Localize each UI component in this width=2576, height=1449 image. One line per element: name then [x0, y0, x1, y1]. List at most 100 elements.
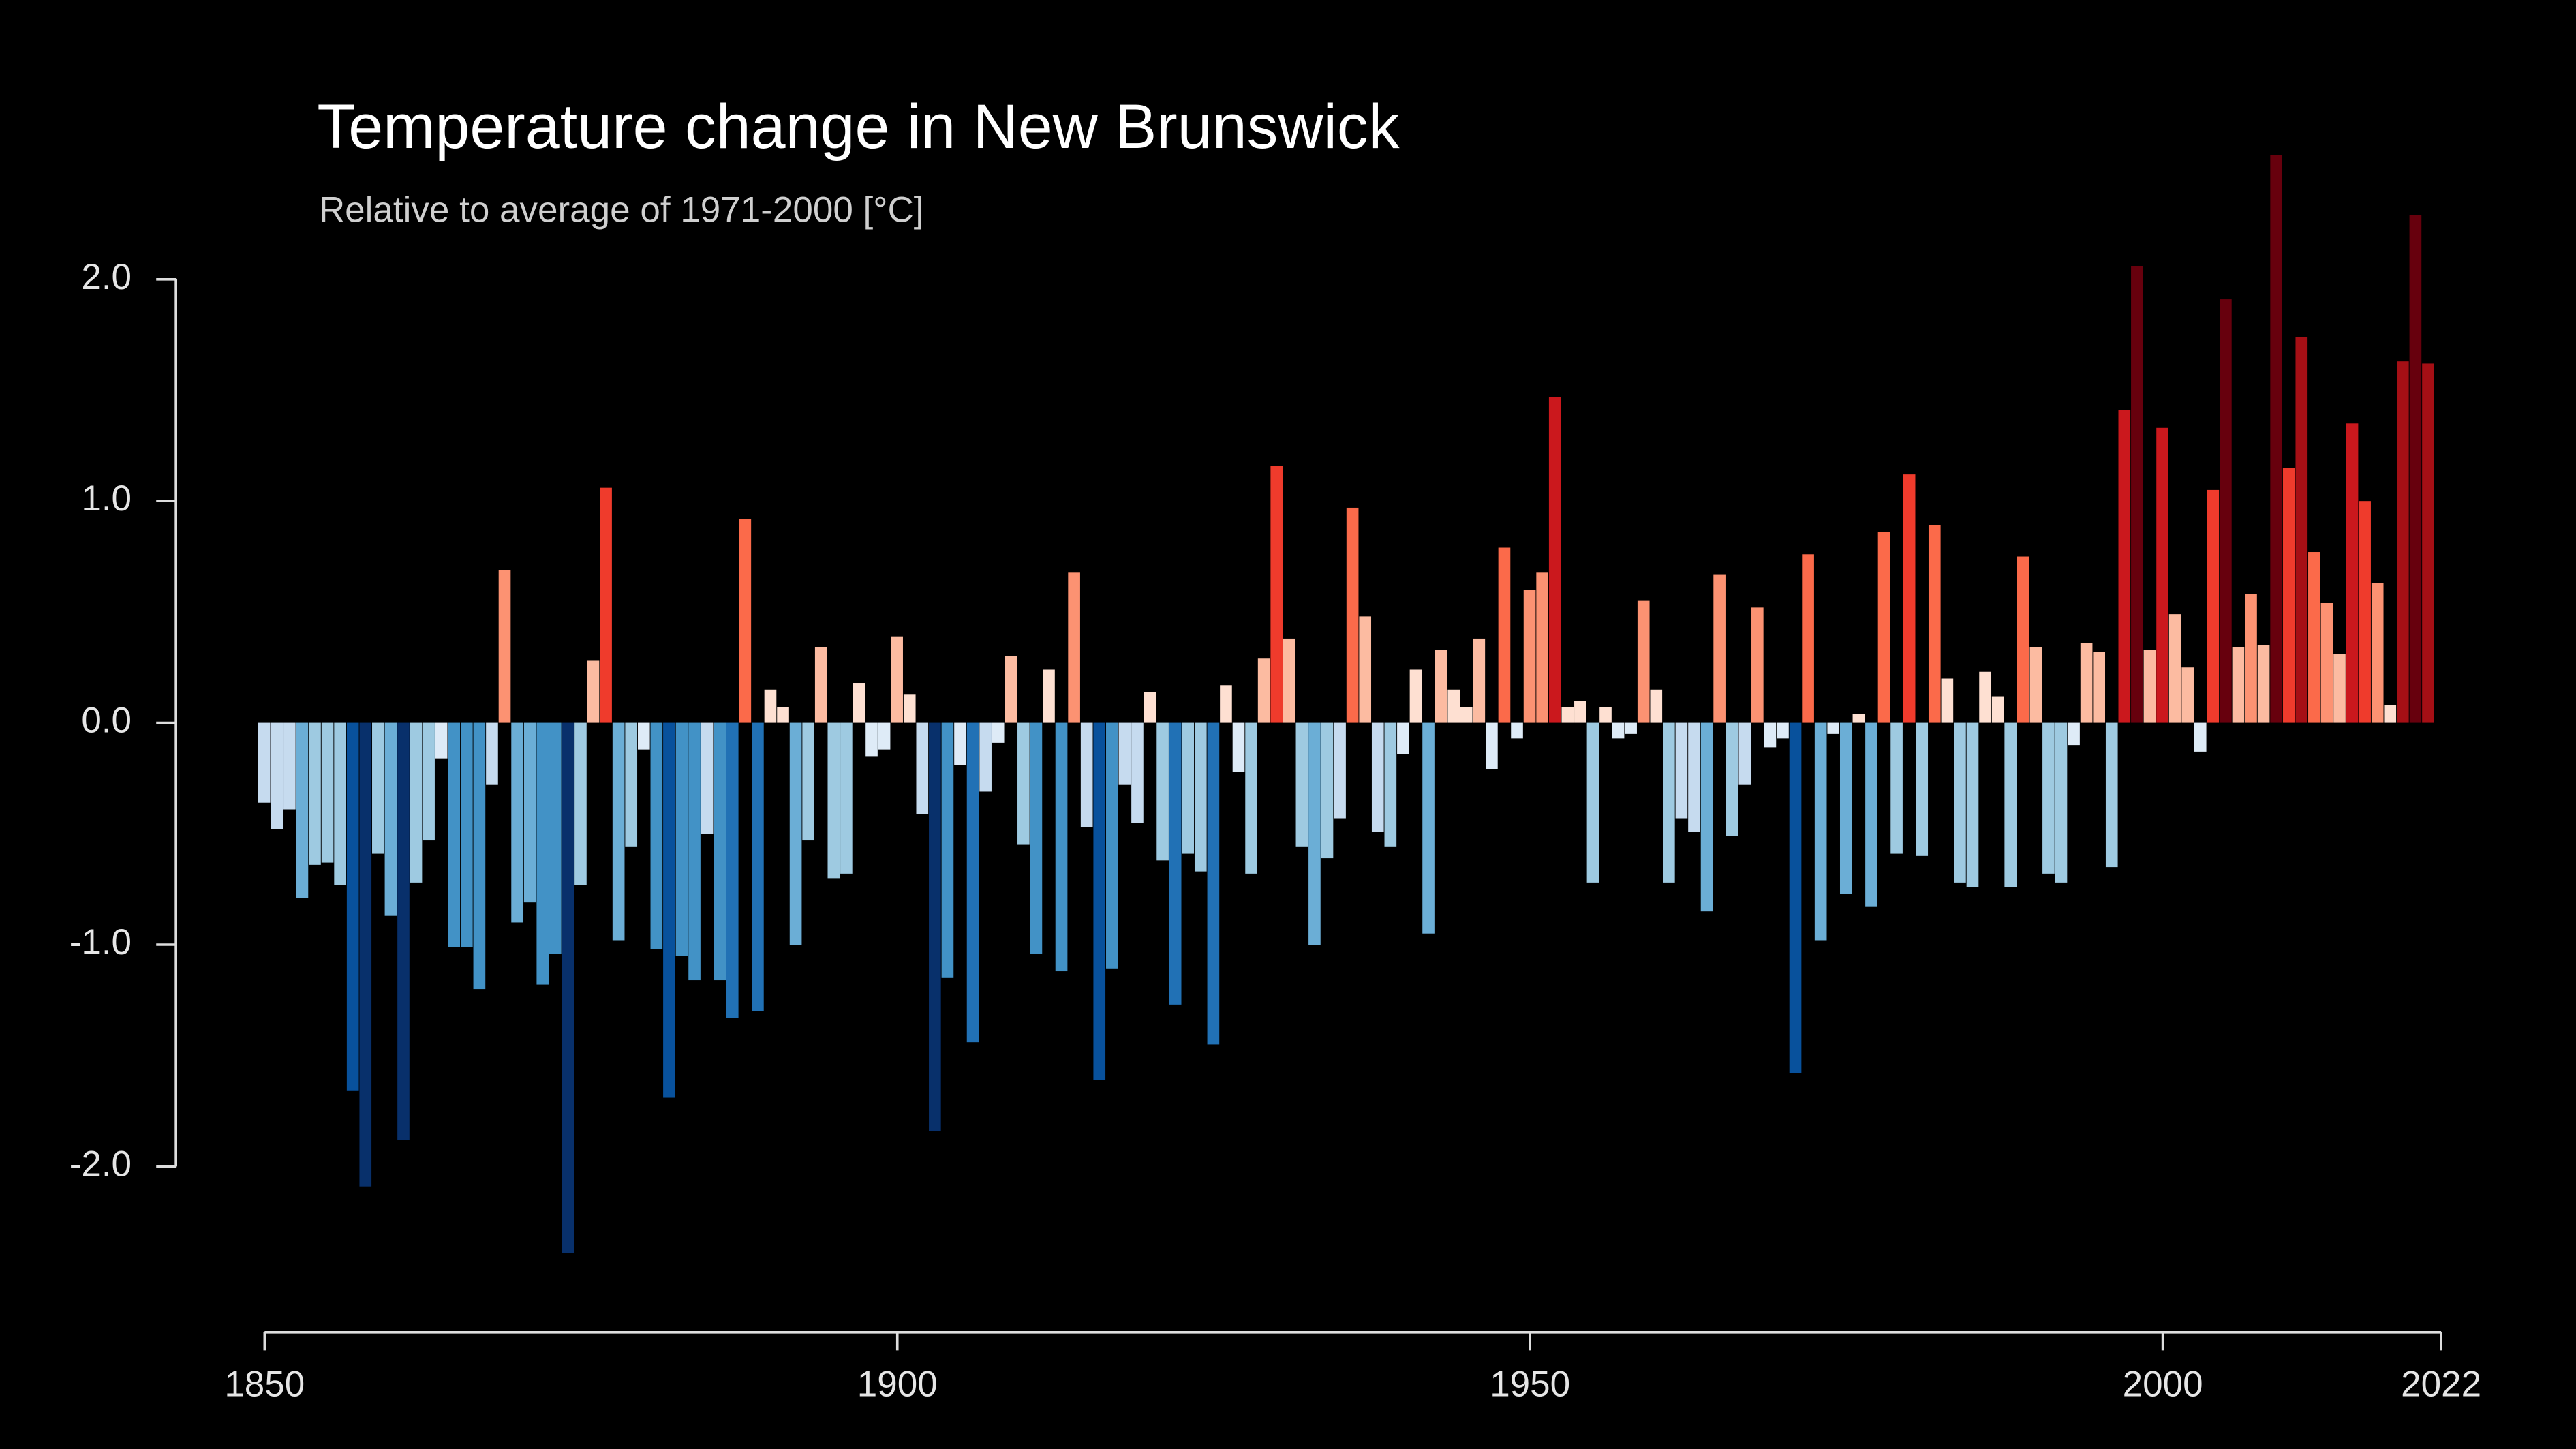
bar: [840, 722, 853, 874]
bar: [1903, 474, 1916, 723]
bar: [966, 722, 979, 1043]
bar: [688, 722, 701, 981]
bar: [2359, 501, 2371, 723]
bar: [637, 722, 650, 750]
bar: [2055, 722, 2068, 883]
bar: [2118, 410, 2131, 723]
bar: [789, 722, 802, 945]
bar: [1131, 722, 1144, 823]
bar: [1738, 722, 1751, 785]
bar: [1839, 722, 1852, 894]
bar: [979, 722, 992, 792]
bar: [1802, 554, 1814, 723]
bar: [2346, 423, 2359, 723]
bar: [1245, 722, 1257, 874]
bar: [486, 722, 498, 785]
bar: [865, 722, 878, 757]
bar: [498, 570, 511, 723]
bar: [1650, 689, 1663, 723]
bar: [1194, 722, 1207, 872]
bar: [271, 722, 283, 829]
x-tick-label: 1900: [857, 1364, 938, 1404]
bar: [2232, 647, 2245, 723]
x-tick-label: 1950: [1490, 1364, 1570, 1404]
bar: [1093, 722, 1106, 1080]
bar: [1005, 656, 1017, 723]
bar: [2156, 427, 2168, 723]
bar: [916, 722, 929, 814]
bar: [321, 722, 334, 863]
bar: [2257, 645, 2270, 723]
bar: [461, 722, 473, 947]
bar: [1182, 722, 1195, 854]
bar: [1941, 678, 1954, 723]
bar: [1954, 722, 1966, 883]
bar: [511, 722, 523, 923]
bar: [1346, 507, 1359, 723]
bar: [1991, 696, 2004, 723]
bar: [1713, 574, 1726, 723]
bar: [777, 707, 789, 723]
bar: [1599, 707, 1612, 723]
bar: [1890, 722, 1903, 854]
bar: [612, 722, 625, 941]
bar: [2245, 594, 2257, 723]
bar: [2029, 647, 2042, 723]
bar: [346, 722, 359, 1091]
bar: [891, 636, 903, 723]
bar: [423, 722, 435, 841]
bar: [2220, 299, 2232, 723]
bar: [941, 722, 954, 978]
bar: [1625, 722, 1637, 734]
bar: [954, 722, 966, 765]
bar: [1523, 590, 1536, 723]
bar: [1030, 722, 1043, 954]
bar: [1764, 722, 1777, 748]
bar: [992, 722, 1005, 743]
bar: [701, 722, 714, 834]
bar: [663, 722, 675, 1098]
bar: [283, 722, 296, 810]
bar: [2004, 722, 2017, 887]
bar: [1586, 722, 1599, 883]
bar: [726, 722, 739, 1018]
y-tick-label: 2.0: [81, 257, 132, 297]
bar: [372, 722, 384, 854]
bar: [1777, 722, 1789, 739]
bar: [1865, 722, 1877, 907]
bar: [1409, 669, 1422, 723]
bar: [2143, 650, 2156, 723]
bar: [1460, 707, 1473, 723]
bar: [625, 722, 638, 847]
bar: [802, 722, 814, 841]
bar: [309, 722, 321, 865]
x-tick-label: 2022: [2401, 1364, 2481, 1404]
bar: [435, 722, 448, 759]
bar: [752, 722, 764, 1011]
bar: [650, 722, 663, 949]
bar: [1574, 701, 1586, 723]
bar: [1371, 722, 1384, 832]
bar: [2181, 667, 2194, 723]
bar: [2207, 489, 2220, 723]
chart-subtitle: Relative to average of 1971-2000 [°C]: [319, 189, 924, 230]
bar: [1232, 722, 1245, 772]
bar: [2080, 643, 2093, 723]
bar: [1118, 722, 1131, 785]
bar: [1169, 722, 1182, 1005]
bar: [410, 722, 423, 883]
y-tick-label: -2.0: [70, 1144, 132, 1184]
bar: [2384, 705, 2397, 723]
chart-title: Temperature change in New Brunswick: [317, 92, 1399, 162]
bar: [2397, 361, 2409, 723]
bar: [2042, 722, 2055, 874]
bar: [2333, 654, 2346, 723]
bar: [574, 722, 587, 885]
bar: [448, 722, 461, 947]
bar: [1283, 638, 1295, 723]
bar: [1751, 607, 1764, 723]
bar: [1637, 600, 1650, 723]
y-tick-label: 0.0: [81, 701, 132, 741]
bar: [359, 722, 372, 1187]
